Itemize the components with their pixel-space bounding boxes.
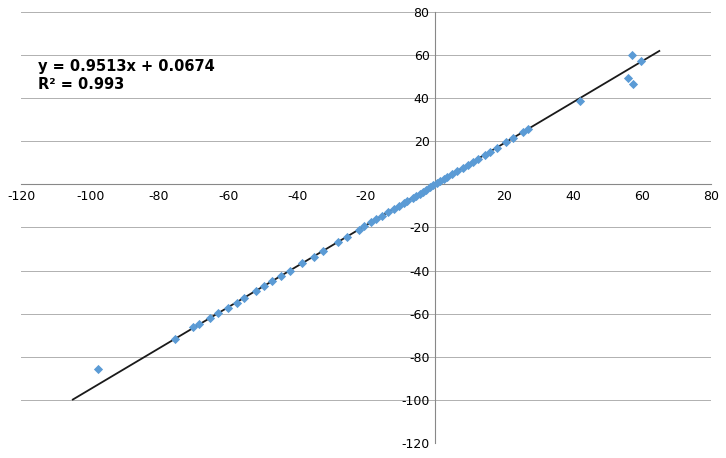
Point bbox=[627, 81, 639, 88]
Point bbox=[274, 273, 286, 280]
Point bbox=[574, 98, 586, 105]
Point bbox=[398, 199, 409, 207]
Point bbox=[285, 267, 296, 274]
Point bbox=[238, 294, 250, 301]
Point bbox=[410, 192, 422, 199]
Point bbox=[636, 57, 648, 65]
Point bbox=[250, 288, 261, 295]
Point bbox=[441, 174, 453, 181]
Point bbox=[376, 213, 388, 220]
Point bbox=[424, 184, 436, 191]
Point bbox=[354, 226, 365, 233]
Point bbox=[213, 309, 224, 316]
Point bbox=[500, 139, 512, 146]
Point bbox=[317, 247, 329, 255]
Point bbox=[434, 178, 446, 185]
Point bbox=[468, 158, 479, 165]
Point bbox=[187, 324, 199, 331]
Point bbox=[204, 314, 216, 322]
Point bbox=[484, 148, 496, 155]
Point bbox=[231, 299, 242, 306]
Point bbox=[479, 151, 491, 158]
Text: y = 0.9513x + 0.0674
R² = 0.993: y = 0.9513x + 0.0674 R² = 0.993 bbox=[38, 60, 215, 92]
Point bbox=[365, 218, 377, 226]
Point bbox=[333, 238, 344, 245]
Point bbox=[309, 253, 320, 260]
Point bbox=[627, 52, 638, 59]
Point bbox=[492, 144, 503, 151]
Point bbox=[193, 321, 205, 328]
Point bbox=[417, 188, 429, 195]
Point bbox=[473, 155, 484, 163]
Point bbox=[370, 216, 382, 223]
Point bbox=[266, 277, 278, 284]
Point bbox=[407, 194, 418, 202]
Point bbox=[446, 170, 458, 178]
Point bbox=[401, 197, 413, 204]
Point bbox=[168, 335, 180, 342]
Point bbox=[507, 135, 518, 142]
Point bbox=[393, 202, 404, 210]
Point bbox=[428, 182, 439, 189]
Point bbox=[414, 190, 425, 197]
Point bbox=[420, 186, 432, 193]
Point bbox=[383, 208, 394, 216]
Point bbox=[431, 180, 443, 187]
Point bbox=[438, 175, 449, 183]
Point bbox=[258, 282, 270, 289]
Point bbox=[622, 74, 634, 82]
Point bbox=[388, 206, 399, 213]
Point bbox=[359, 223, 370, 230]
Point bbox=[517, 129, 529, 136]
Point bbox=[91, 365, 103, 373]
Point bbox=[523, 125, 534, 133]
Point bbox=[222, 304, 234, 311]
Point bbox=[452, 167, 463, 174]
Point bbox=[341, 233, 353, 240]
Point bbox=[296, 259, 308, 267]
Point bbox=[462, 161, 473, 169]
Point bbox=[457, 164, 468, 172]
